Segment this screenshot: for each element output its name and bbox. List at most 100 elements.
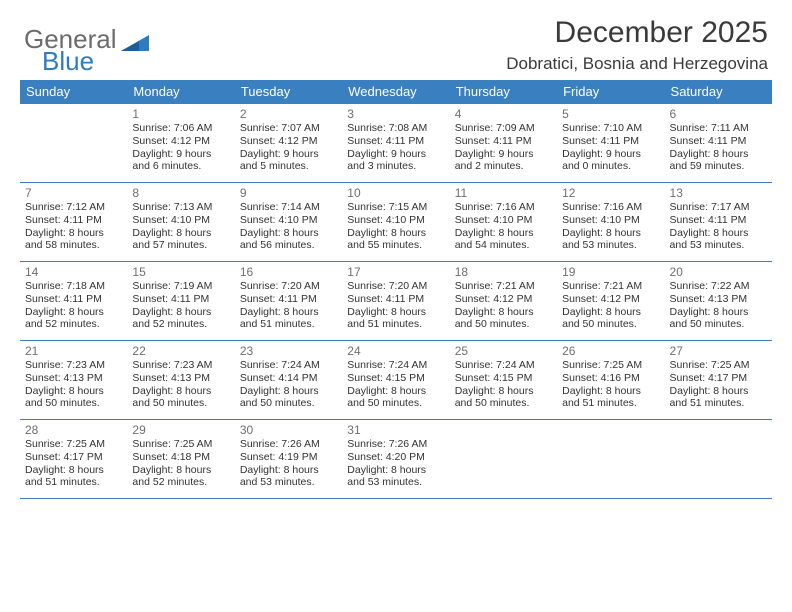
sunrise-line: Sunrise: 7:08 AM — [347, 122, 444, 135]
daylight-line-2: and 55 minutes. — [347, 239, 444, 252]
day-number: 15 — [132, 265, 229, 279]
sunset-line: Sunset: 4:10 PM — [240, 214, 337, 227]
day-cell: 11Sunrise: 7:16 AMSunset: 4:10 PMDayligh… — [450, 183, 557, 261]
day-number: 21 — [25, 344, 122, 358]
day-cell: 15Sunrise: 7:19 AMSunset: 4:11 PMDayligh… — [127, 262, 234, 340]
sunrise-line: Sunrise: 7:24 AM — [240, 359, 337, 372]
day-number: 29 — [132, 423, 229, 437]
daylight-line-1: Daylight: 9 hours — [240, 148, 337, 161]
daylight-line-1: Daylight: 8 hours — [25, 464, 122, 477]
day-cell: 16Sunrise: 7:20 AMSunset: 4:11 PMDayligh… — [235, 262, 342, 340]
daylight-line-2: and 58 minutes. — [25, 239, 122, 252]
day-cell: 21Sunrise: 7:23 AMSunset: 4:13 PMDayligh… — [20, 341, 127, 419]
sunrise-line: Sunrise: 7:24 AM — [347, 359, 444, 372]
day-number: 11 — [455, 186, 552, 200]
dow-cell: Sunday — [20, 80, 127, 103]
dow-cell: Thursday — [450, 80, 557, 103]
calendar: SundayMondayTuesdayWednesdayThursdayFrid… — [20, 80, 772, 499]
daylight-line-1: Daylight: 8 hours — [670, 148, 767, 161]
page: General Blue December 2025 Dobratici, Bo… — [0, 0, 792, 612]
day-cell: 3Sunrise: 7:08 AMSunset: 4:11 PMDaylight… — [342, 104, 449, 182]
day-number: 14 — [25, 265, 122, 279]
sunset-line: Sunset: 4:11 PM — [347, 135, 444, 148]
sunrise-line: Sunrise: 7:07 AM — [240, 122, 337, 135]
daylight-line-1: Daylight: 9 hours — [455, 148, 552, 161]
sunset-line: Sunset: 4:10 PM — [132, 214, 229, 227]
sunset-line: Sunset: 4:20 PM — [347, 451, 444, 464]
daylight-line-1: Daylight: 8 hours — [455, 227, 552, 240]
day-number: 27 — [670, 344, 767, 358]
day-number: 31 — [347, 423, 444, 437]
sunset-line: Sunset: 4:17 PM — [25, 451, 122, 464]
day-cell — [665, 420, 772, 498]
daylight-line-2: and 53 minutes. — [347, 476, 444, 489]
day-number: 26 — [562, 344, 659, 358]
daylight-line-1: Daylight: 8 hours — [670, 227, 767, 240]
logo-text-blue: Blue — [42, 46, 94, 77]
sunset-line: Sunset: 4:11 PM — [347, 293, 444, 306]
day-cell: 12Sunrise: 7:16 AMSunset: 4:10 PMDayligh… — [557, 183, 664, 261]
day-number: 1 — [132, 107, 229, 121]
day-number: 30 — [240, 423, 337, 437]
weeks-container: 1Sunrise: 7:06 AMSunset: 4:12 PMDaylight… — [20, 103, 772, 499]
sunset-line: Sunset: 4:12 PM — [240, 135, 337, 148]
page-title: December 2025 — [555, 16, 768, 50]
day-number: 28 — [25, 423, 122, 437]
day-cell: 5Sunrise: 7:10 AMSunset: 4:11 PMDaylight… — [557, 104, 664, 182]
day-cell: 20Sunrise: 7:22 AMSunset: 4:13 PMDayligh… — [665, 262, 772, 340]
day-number: 18 — [455, 265, 552, 279]
sunrise-line: Sunrise: 7:09 AM — [455, 122, 552, 135]
daylight-line-1: Daylight: 8 hours — [455, 385, 552, 398]
daylight-line-1: Daylight: 8 hours — [347, 464, 444, 477]
daylight-line-2: and 52 minutes. — [25, 318, 122, 331]
day-cell: 25Sunrise: 7:24 AMSunset: 4:15 PMDayligh… — [450, 341, 557, 419]
sunset-line: Sunset: 4:10 PM — [347, 214, 444, 227]
daylight-line-2: and 56 minutes. — [240, 239, 337, 252]
daylight-line-2: and 53 minutes. — [562, 239, 659, 252]
day-number: 5 — [562, 107, 659, 121]
sunrise-line: Sunrise: 7:24 AM — [455, 359, 552, 372]
daylight-line-2: and 51 minutes. — [240, 318, 337, 331]
dow-cell: Wednesday — [342, 80, 449, 103]
week-row: 21Sunrise: 7:23 AMSunset: 4:13 PMDayligh… — [20, 341, 772, 420]
sunrise-line: Sunrise: 7:13 AM — [132, 201, 229, 214]
sunset-line: Sunset: 4:11 PM — [562, 135, 659, 148]
day-cell: 19Sunrise: 7:21 AMSunset: 4:12 PMDayligh… — [557, 262, 664, 340]
day-cell: 7Sunrise: 7:12 AMSunset: 4:11 PMDaylight… — [20, 183, 127, 261]
daylight-line-1: Daylight: 8 hours — [132, 306, 229, 319]
sunset-line: Sunset: 4:10 PM — [455, 214, 552, 227]
sunset-line: Sunset: 4:11 PM — [132, 293, 229, 306]
day-number: 22 — [132, 344, 229, 358]
sunset-line: Sunset: 4:13 PM — [25, 372, 122, 385]
daylight-line-1: Daylight: 8 hours — [25, 306, 122, 319]
daylight-line-1: Daylight: 8 hours — [562, 385, 659, 398]
daylight-line-2: and 50 minutes. — [25, 397, 122, 410]
day-cell: 6Sunrise: 7:11 AMSunset: 4:11 PMDaylight… — [665, 104, 772, 182]
sunset-line: Sunset: 4:16 PM — [562, 372, 659, 385]
daylight-line-1: Daylight: 8 hours — [240, 464, 337, 477]
daylight-line-1: Daylight: 8 hours — [562, 227, 659, 240]
daylight-line-2: and 52 minutes. — [132, 318, 229, 331]
sunrise-line: Sunrise: 7:26 AM — [347, 438, 444, 451]
sunrise-line: Sunrise: 7:10 AM — [562, 122, 659, 135]
sunset-line: Sunset: 4:14 PM — [240, 372, 337, 385]
sunset-line: Sunset: 4:11 PM — [25, 214, 122, 227]
daylight-line-1: Daylight: 8 hours — [132, 227, 229, 240]
sunrise-line: Sunrise: 7:06 AM — [132, 122, 229, 135]
daylight-line-2: and 50 minutes. — [455, 397, 552, 410]
daylight-line-2: and 2 minutes. — [455, 160, 552, 173]
day-cell: 13Sunrise: 7:17 AMSunset: 4:11 PMDayligh… — [665, 183, 772, 261]
day-cell: 27Sunrise: 7:25 AMSunset: 4:17 PMDayligh… — [665, 341, 772, 419]
daylight-line-2: and 51 minutes. — [25, 476, 122, 489]
sunset-line: Sunset: 4:12 PM — [562, 293, 659, 306]
week-row: 7Sunrise: 7:12 AMSunset: 4:11 PMDaylight… — [20, 183, 772, 262]
daylight-line-1: Daylight: 9 hours — [347, 148, 444, 161]
sunset-line: Sunset: 4:15 PM — [347, 372, 444, 385]
daylight-line-2: and 50 minutes. — [240, 397, 337, 410]
sunrise-line: Sunrise: 7:20 AM — [240, 280, 337, 293]
sunset-line: Sunset: 4:12 PM — [455, 293, 552, 306]
sunrise-line: Sunrise: 7:18 AM — [25, 280, 122, 293]
sunrise-line: Sunrise: 7:19 AM — [132, 280, 229, 293]
day-number: 8 — [132, 186, 229, 200]
daylight-line-2: and 50 minutes. — [132, 397, 229, 410]
